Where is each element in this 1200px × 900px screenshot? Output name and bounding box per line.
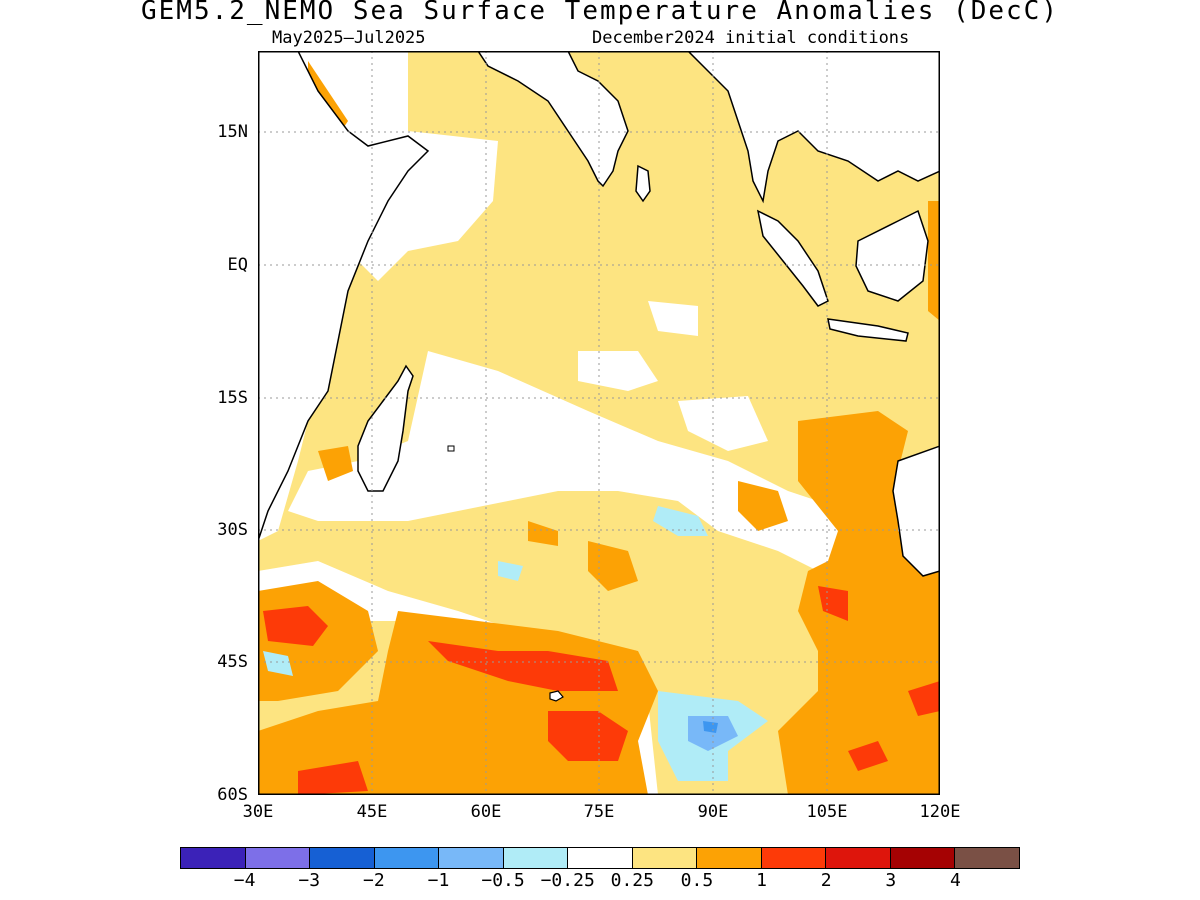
- color-legend-tick-label: 0.5: [680, 870, 714, 891]
- color-legend-tick-label: 2: [820, 870, 832, 891]
- color-legend-swatch: [439, 848, 504, 868]
- anomaly-neutral-central: [288, 351, 940, 591]
- lat-label-60s: 60S: [217, 785, 248, 805]
- map-title: GEM5.2_NEMO Sea Surface Temperature Anom…: [141, 0, 1059, 26]
- initial-conditions-note: December2024 initial conditions: [592, 28, 910, 48]
- lon-label-105e: 105E: [806, 802, 848, 822]
- color-legend-tick-label: −1: [427, 870, 450, 891]
- color-legend-tick-label: −0.25: [540, 870, 595, 891]
- lon-label-90e: 90E: [697, 802, 729, 822]
- color-legend-swatch: [761, 848, 827, 868]
- color-legend-swatch: [374, 848, 440, 868]
- anomaly-warm-blob-3: [318, 446, 353, 481]
- sri-lanka-landmass: [635, 164, 651, 203]
- color-legend-tick-label: −4: [233, 870, 256, 891]
- color-legend-tick-label: 1: [756, 870, 767, 891]
- lat-label-eq: EQ: [227, 255, 248, 275]
- anomaly-cool-4: [653, 506, 708, 536]
- mauritius-island: [447, 445, 455, 452]
- color-legend-swatch: [955, 848, 1019, 868]
- map-border: [258, 51, 940, 795]
- indian-subcontinent-landmass: [477, 51, 629, 188]
- color-legend-swatch: [245, 848, 311, 868]
- color-legend-swatch: [826, 848, 891, 868]
- sumatra-landmass: [756, 209, 829, 307]
- color-legend-tick-label: −0.5: [481, 870, 525, 891]
- anomaly-hot-4: [818, 586, 848, 621]
- lat-label-15n: 15N: [217, 122, 248, 142]
- anomaly-hot-7: [908, 681, 940, 716]
- lat-label-15s: 15S: [217, 388, 248, 408]
- lon-label-75e: 75E: [583, 802, 615, 822]
- java-landmass: [827, 318, 909, 342]
- anomaly-neutral-hole-3: [648, 301, 698, 336]
- lon-label-30e: 30E: [242, 802, 274, 822]
- graticule: [258, 51, 940, 795]
- color-legend-tick-label: 3: [885, 870, 897, 891]
- forecast-period: May2025–Jul2025: [272, 28, 426, 48]
- kerguelen-island: [549, 690, 564, 702]
- lon-label-45e: 45E: [356, 802, 388, 822]
- anomaly-cool-3: [703, 721, 718, 733]
- africa-landmass: [258, 51, 430, 542]
- map-panel: [258, 51, 940, 795]
- anomaly-neutral-hole-1: [578, 351, 658, 391]
- anomaly-cool-6: [263, 651, 293, 676]
- lon-label-120e: 120E: [919, 802, 961, 822]
- color-legend-swatch: [632, 848, 698, 868]
- color-legend-swatch: [697, 848, 762, 868]
- lat-label-45s: 45S: [217, 652, 248, 672]
- southeast-asia-landmass: [686, 51, 940, 204]
- anomaly-warm-east: [778, 411, 940, 795]
- lon-label-60e: 60E: [470, 802, 502, 822]
- lat-label-30s: 30S: [217, 520, 248, 540]
- borneo-landmass: [855, 209, 929, 302]
- color-legend-swatch: [568, 848, 633, 868]
- anomaly-warm-far-east: [928, 201, 940, 321]
- anomaly-cool-2: [688, 716, 738, 751]
- anomaly-hot-1: [263, 606, 328, 646]
- anomaly-hot-6: [848, 741, 888, 771]
- color-legend-swatch: [503, 848, 569, 868]
- color-legend-tick-label: −3: [298, 870, 321, 891]
- anomaly-hot-2: [428, 641, 618, 691]
- anomaly-warm-blob-4: [528, 521, 558, 546]
- anomaly-cool-5: [498, 561, 523, 581]
- anomaly-warm-blob-1: [588, 541, 638, 591]
- color-legend-swatch: [890, 848, 956, 868]
- color-legend-tick-label: 0.25: [610, 870, 654, 891]
- color-legend: [180, 847, 1020, 869]
- australia-landmass: [892, 445, 940, 577]
- anomaly-neutral-hole-2: [678, 396, 768, 451]
- anomaly-hot-5: [298, 761, 368, 795]
- color-legend-tick-label: −2: [363, 870, 385, 891]
- anomaly-hot-3: [548, 711, 628, 761]
- color-legend-tick-label: 4: [949, 870, 961, 891]
- color-legend-swatch: [310, 848, 375, 868]
- anomaly-warm-blob-2: [738, 481, 788, 531]
- color-legend-swatch: [181, 848, 246, 868]
